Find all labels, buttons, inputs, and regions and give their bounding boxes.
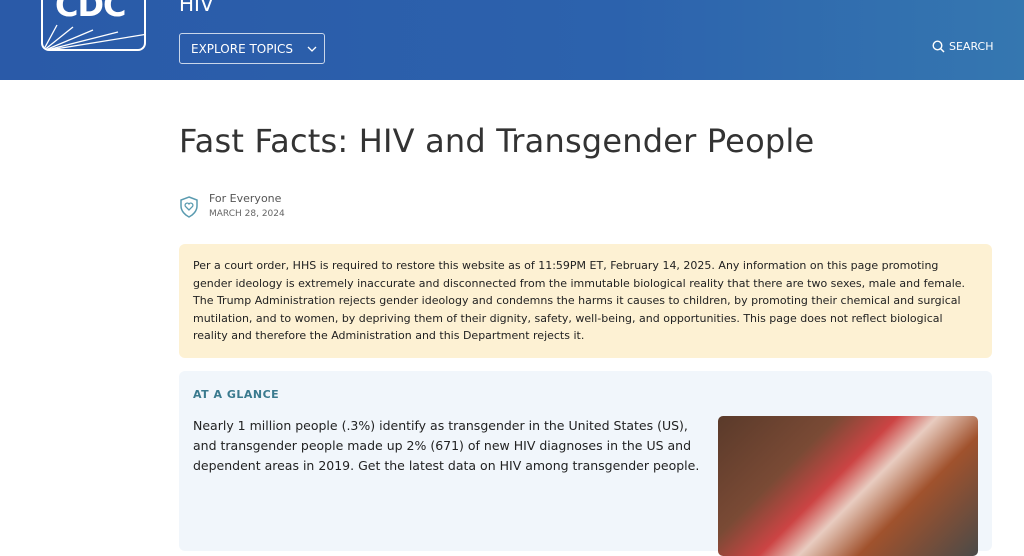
publish-date: MARCH 28, 2024 [209,209,285,219]
search-icon [932,40,945,53]
chevron-down-icon [307,46,317,52]
audience-info: For Everyone MARCH 28, 2024 [179,192,285,219]
audience-label: For Everyone [209,192,282,205]
section-title[interactable]: HIV [179,0,214,16]
page-title: Fast Facts: HIV and Transgender People [179,122,815,160]
group-photo [718,416,978,556]
court-order-notice: Per a court order, HHS is required to re… [179,244,992,358]
shield-heart-icon [180,196,198,218]
explore-topics-button[interactable]: EXPLORE TOPICS [179,33,325,64]
glance-text: Nearly 1 million people (.3%) identify a… [193,418,700,473]
search-button[interactable]: SEARCH [932,40,994,53]
glance-heading: AT A GLANCE [193,388,280,401]
logo-text: CDC [55,0,127,24]
search-label: SEARCH [949,40,994,53]
at-a-glance-box: AT A GLANCE Nearly 1 million people (.3%… [179,371,992,556]
cdc-logo[interactable]: CDC [41,0,146,51]
site-header: CDC HIV EXPLORE TOPICS SEARCH [0,0,1024,80]
explore-label: EXPLORE TOPICS [191,41,294,56]
